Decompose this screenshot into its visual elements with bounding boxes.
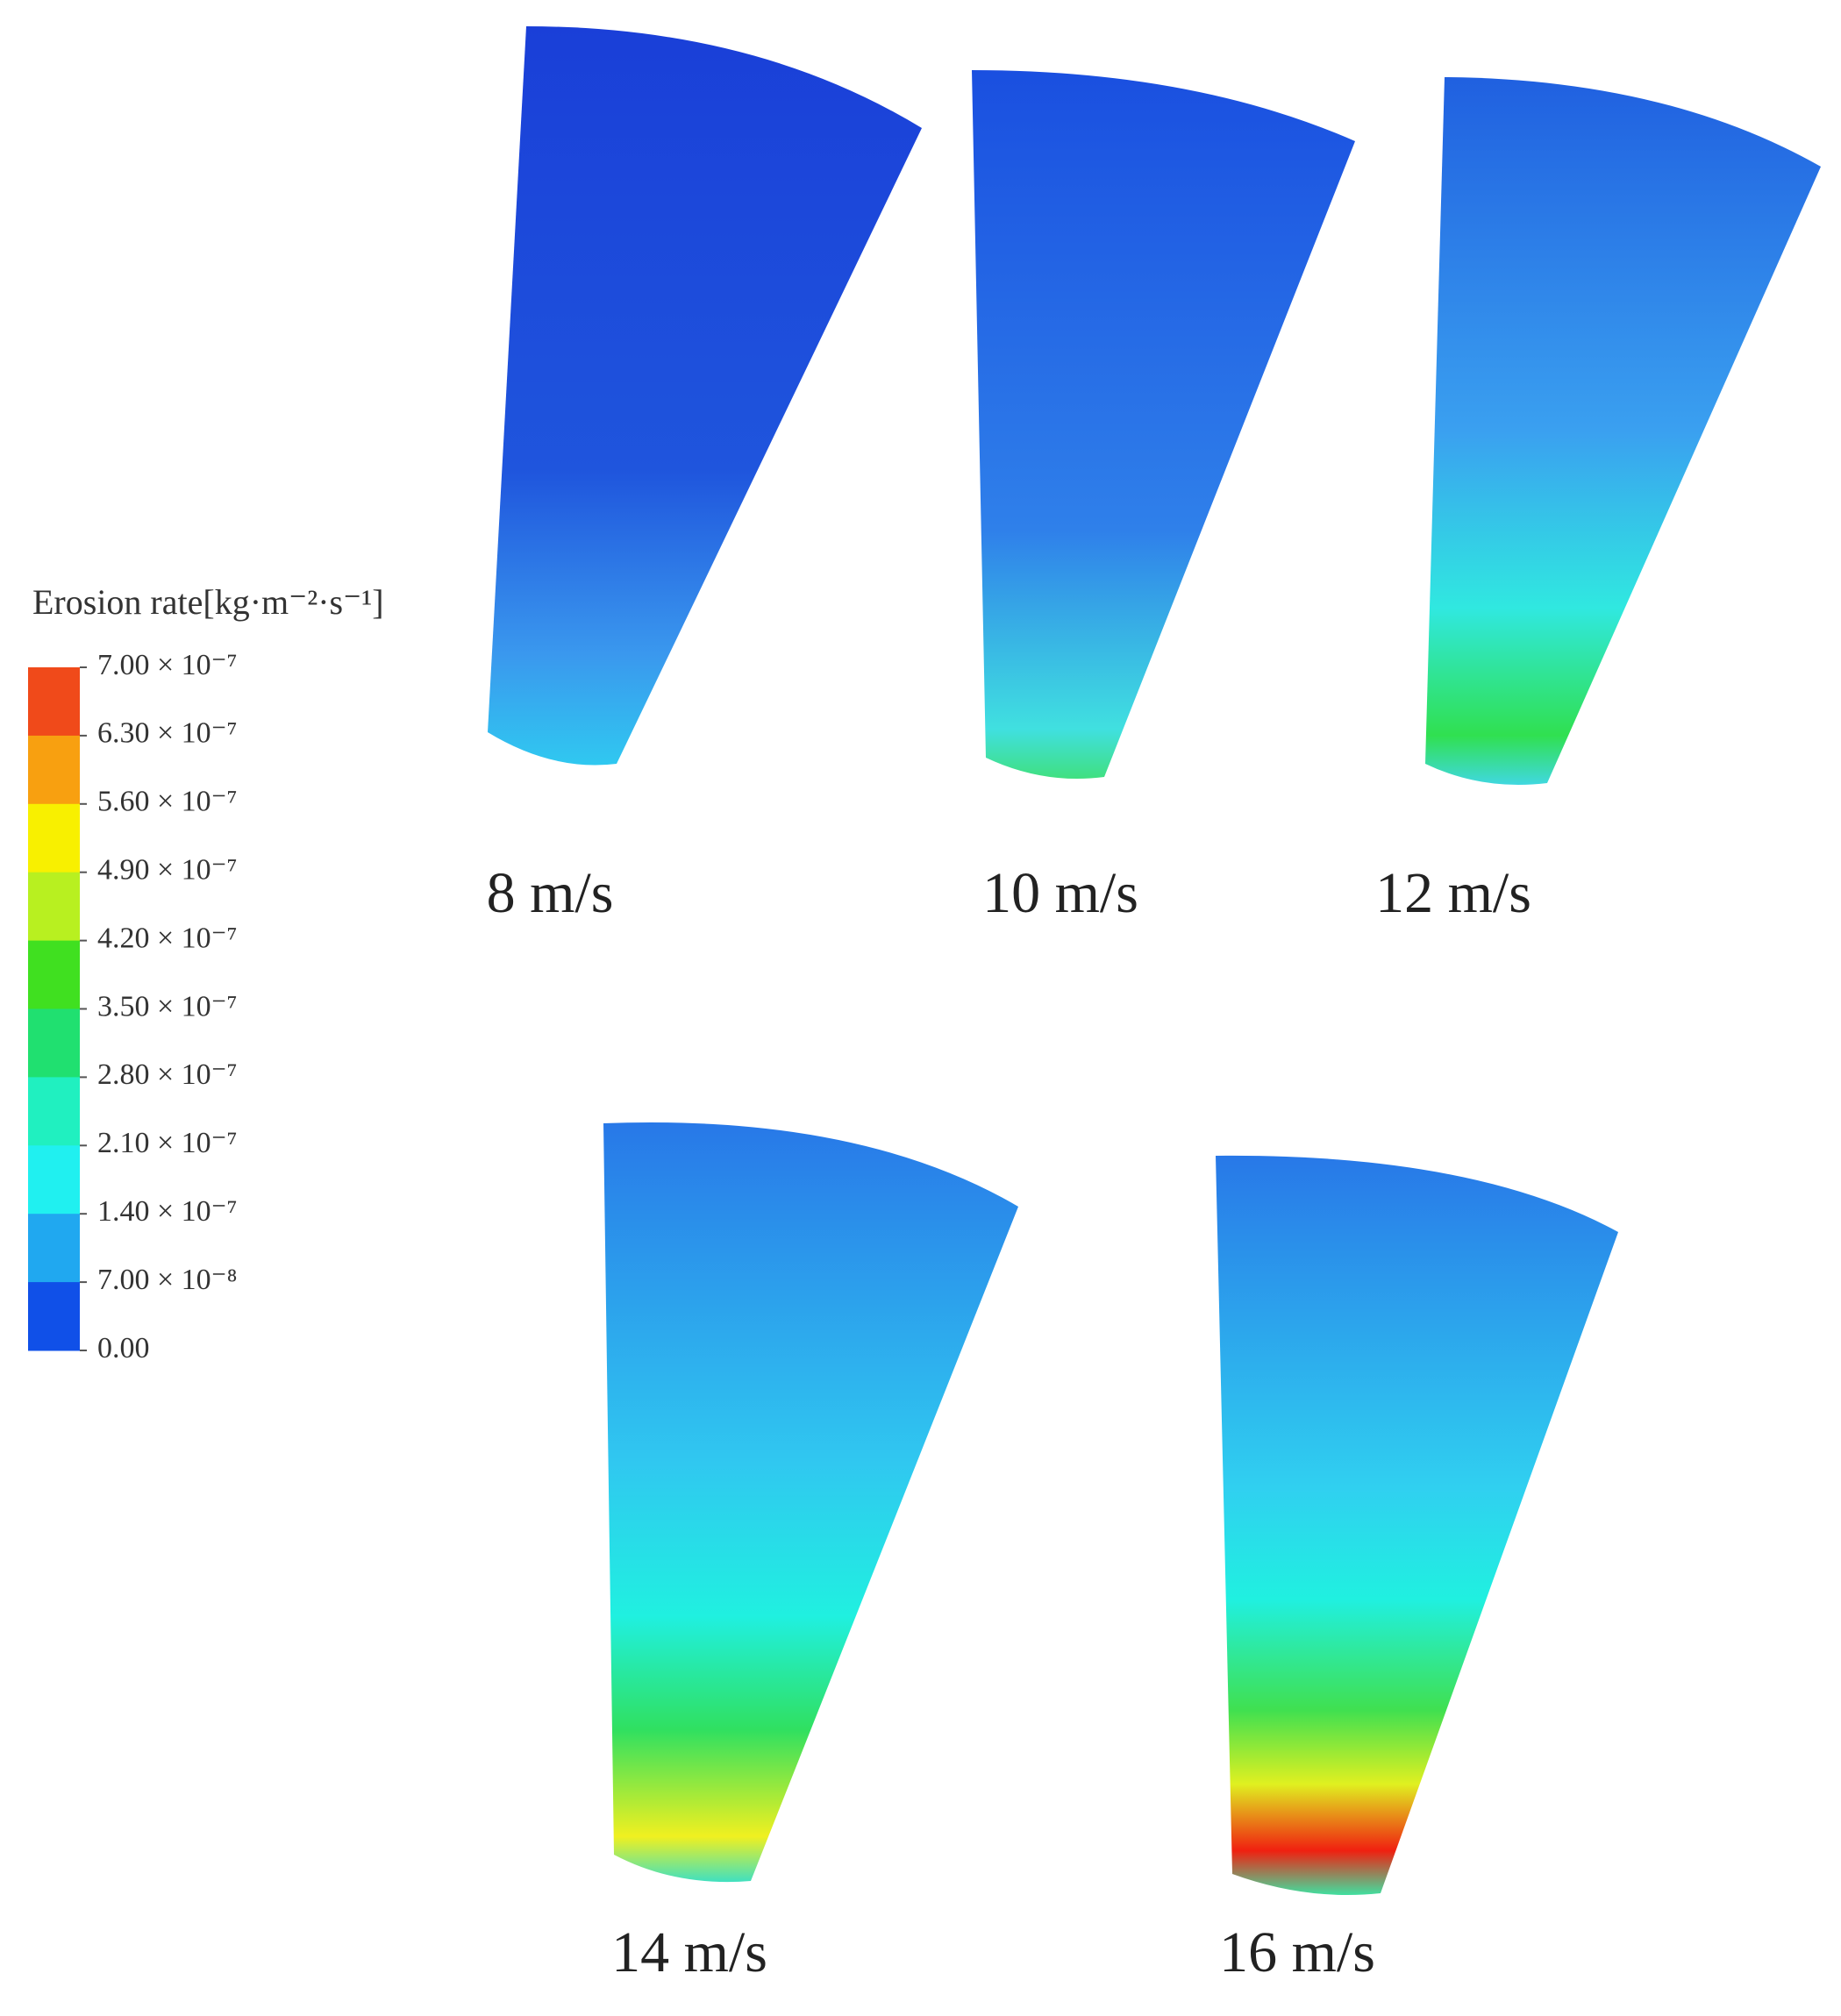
colorbar-band — [28, 1145, 80, 1215]
cone — [1425, 77, 1821, 786]
panel-label: 16 m/s — [1219, 1920, 1375, 1984]
panel-label: 14 m/s — [611, 1920, 767, 1984]
colorbar-label: 3.50 × 10⁻⁷ — [97, 990, 237, 1022]
colorbar-band — [28, 667, 80, 737]
cones — [488, 26, 1821, 1896]
colorbar-label: 4.20 × 10⁻⁷ — [97, 922, 237, 954]
colorbar-band — [28, 940, 80, 1009]
colorbar-label: 7.00 × 10⁻⁸ — [97, 1264, 237, 1296]
cone — [603, 1122, 1018, 1883]
panel-label: 12 m/s — [1375, 861, 1531, 925]
colorbar-band — [28, 1077, 80, 1146]
colorbar-label: 1.40 × 10⁻⁷ — [97, 1195, 237, 1228]
colorbar-band — [28, 735, 80, 805]
colorbar-label: 0.00 — [97, 1332, 150, 1364]
colorbar-label: 7.00 × 10⁻⁷ — [97, 649, 237, 681]
colorbar-band — [28, 1214, 80, 1283]
legend-title: Erosion rate[kg·m⁻²·s⁻¹] — [32, 582, 384, 622]
colorbar-label: 2.80 × 10⁻⁷ — [97, 1058, 237, 1091]
colorbar-label: 6.30 × 10⁻⁷ — [97, 717, 237, 750]
cone — [1216, 1155, 1618, 1896]
colorbar-band — [28, 872, 80, 942]
panel-label: 10 m/s — [982, 861, 1138, 925]
colorbar-label: 4.90 × 10⁻⁷ — [97, 853, 237, 886]
colorbar-band — [28, 1282, 80, 1351]
colorbar-label: 5.60 × 10⁻⁷ — [97, 786, 237, 818]
cone — [972, 70, 1355, 780]
cone — [488, 26, 922, 766]
colorbar-band — [28, 803, 80, 873]
colorbar-band — [28, 1008, 80, 1078]
panel-label: 8 m/s — [487, 861, 614, 925]
colorbar-label: 2.10 × 10⁻⁷ — [97, 1127, 237, 1159]
